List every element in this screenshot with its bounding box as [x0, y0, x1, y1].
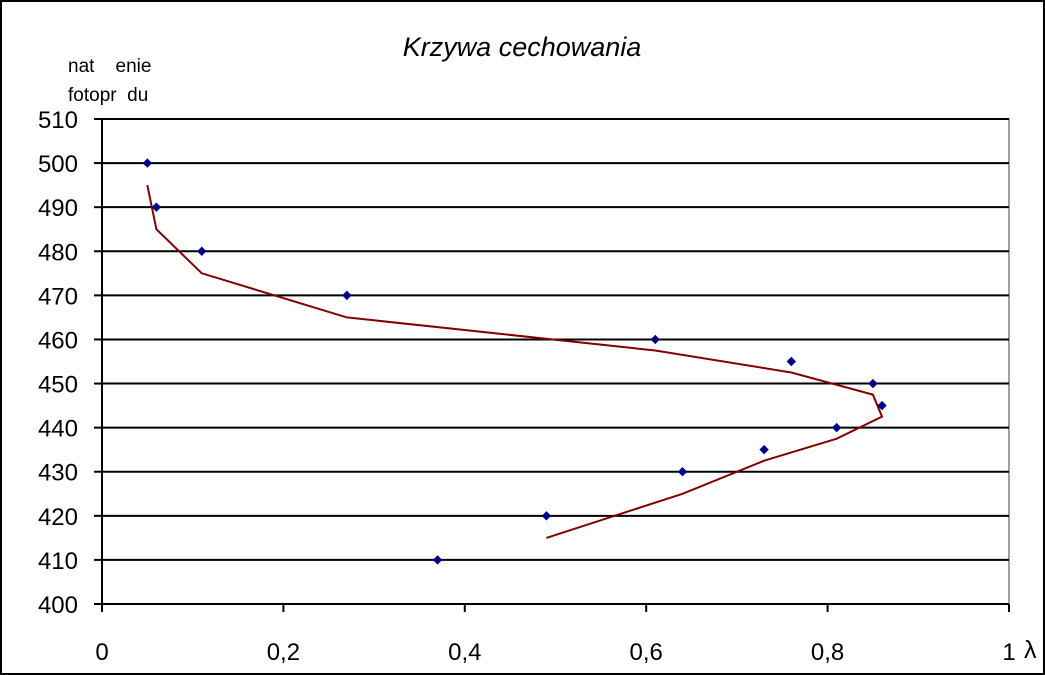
x-tick-label: 0,2: [267, 639, 300, 666]
x-tick-label: 0,8: [811, 639, 844, 666]
x-tick-label: 1: [1002, 639, 1015, 666]
x-tick-label: 0,6: [630, 639, 663, 666]
data-point-marker: [868, 378, 878, 389]
y-tick-label: 470: [38, 283, 78, 310]
y-tick-label: 400: [38, 592, 78, 619]
y-tick-label: 500: [38, 151, 78, 178]
y-tick-label: 510: [38, 107, 78, 134]
data-point-marker: [151, 202, 162, 212]
data-point-marker: [342, 290, 352, 301]
axes: [94, 118, 1010, 612]
y-tick-labels: 400 410 420 430 440 450 460 470 480 490 500 510: [38, 107, 78, 619]
y-tick-label: 410: [38, 548, 78, 575]
data-point-marker: [432, 555, 443, 565]
plot-area: [101, 118, 1010, 605]
x-axis-label: λ: [1024, 636, 1037, 664]
data-point-marker: [142, 158, 153, 168]
y-tick-label: 490: [38, 195, 78, 222]
y-tick-label: 450: [38, 372, 78, 399]
data-point-marker: [650, 334, 660, 345]
x-tick-labels: 0 0,2 0,4 0,6 0,8 1: [95, 639, 1015, 666]
chart-title: Krzywa cechowania: [403, 32, 642, 62]
y-tick-label: 440: [38, 416, 78, 443]
data-point-marker: [877, 400, 887, 411]
y-axis-label-line-2: fotopr du: [68, 85, 148, 106]
y-tick-label: 480: [38, 239, 78, 266]
data-point-marker: [677, 467, 688, 477]
x-tick-label: 0: [95, 639, 108, 666]
y-axis-label-line-1: nat enie: [68, 56, 151, 77]
series: [142, 158, 887, 565]
data-point-marker: [759, 444, 769, 455]
data-point-marker: [831, 422, 842, 433]
y-tick-label: 420: [38, 504, 78, 531]
data-point-marker: [786, 356, 797, 367]
data-point-marker: [197, 246, 207, 256]
data-point-marker: [541, 511, 552, 521]
calibration-curve-line: [146, 184, 884, 539]
y-tick-label: 460: [38, 327, 78, 354]
y-tick-label: 430: [38, 460, 78, 487]
x-tick-label: 0,4: [448, 639, 481, 666]
